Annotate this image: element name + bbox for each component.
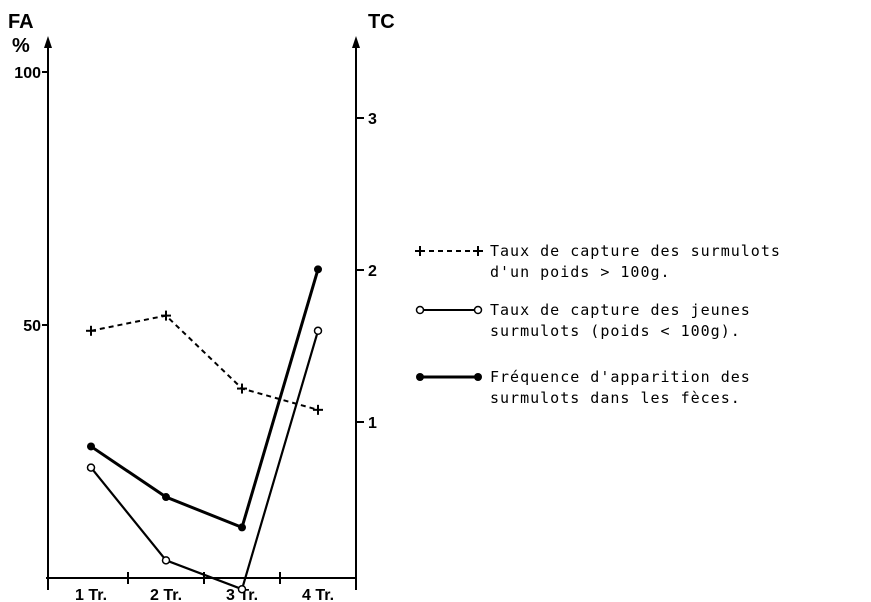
data-point-filled-circle xyxy=(238,523,246,531)
data-point-plus xyxy=(313,405,323,415)
left-axis-unit: % xyxy=(12,35,30,57)
series-line xyxy=(91,331,318,589)
legend-label: d'un poids > 100g. xyxy=(490,263,671,281)
x-category-label: 2 Tr. xyxy=(150,587,182,602)
right-axis-title: TC xyxy=(368,11,395,33)
series-3 xyxy=(87,265,322,531)
series-line xyxy=(91,269,318,527)
legend-label: surmulots (poids < 100g). xyxy=(490,322,741,340)
right-axis-arrow xyxy=(352,36,360,48)
x-category-label: 4 Tr. xyxy=(302,587,334,602)
data-point-open-circle xyxy=(88,464,95,471)
legend-label: Fréquence d'apparition des xyxy=(490,368,751,386)
series-1 xyxy=(86,311,323,415)
legend-item: Fréquence d'apparition des surmulots dans… xyxy=(416,368,751,407)
x-category-label: 1 Tr. xyxy=(75,587,107,602)
right-tick-label: 1 xyxy=(368,415,377,432)
series-line xyxy=(91,316,318,410)
left-tick-label: 100 xyxy=(14,65,41,82)
legend-label: Taux de capture des jeunes xyxy=(490,301,751,319)
left-axis-title: FA xyxy=(8,11,34,33)
right-tick-label: 3 xyxy=(368,111,377,128)
data-point-filled-circle xyxy=(314,265,322,273)
left-tick-label: 50 xyxy=(23,318,41,335)
legend-item: Taux de capture des jeunes surmulots (poi… xyxy=(417,301,751,340)
series-layer xyxy=(86,265,323,592)
right-tick-label: 2 xyxy=(368,263,377,280)
data-point-open-circle xyxy=(239,586,246,593)
legend-label: surmulots dans les fèces. xyxy=(490,389,741,407)
data-point-open-circle xyxy=(315,327,322,334)
data-point-filled-circle xyxy=(162,493,170,501)
data-point-open-circle xyxy=(475,307,482,314)
data-point-plus xyxy=(86,326,96,336)
series-2 xyxy=(88,327,322,592)
data-point-filled-circle xyxy=(416,373,424,381)
data-point-plus xyxy=(473,246,483,256)
data-point-plus xyxy=(237,384,247,394)
data-point-filled-circle xyxy=(87,442,95,450)
data-point-filled-circle xyxy=(474,373,482,381)
legend: Taux de capture des surmulots d'un poids … xyxy=(415,242,781,407)
data-point-plus xyxy=(415,246,425,256)
data-point-open-circle xyxy=(163,557,170,564)
legend-item: Taux de capture des surmulots d'un poids … xyxy=(415,242,781,281)
left-axis-arrow xyxy=(44,36,52,48)
legend-label: Taux de capture des surmulots xyxy=(490,242,781,260)
data-point-open-circle xyxy=(417,307,424,314)
